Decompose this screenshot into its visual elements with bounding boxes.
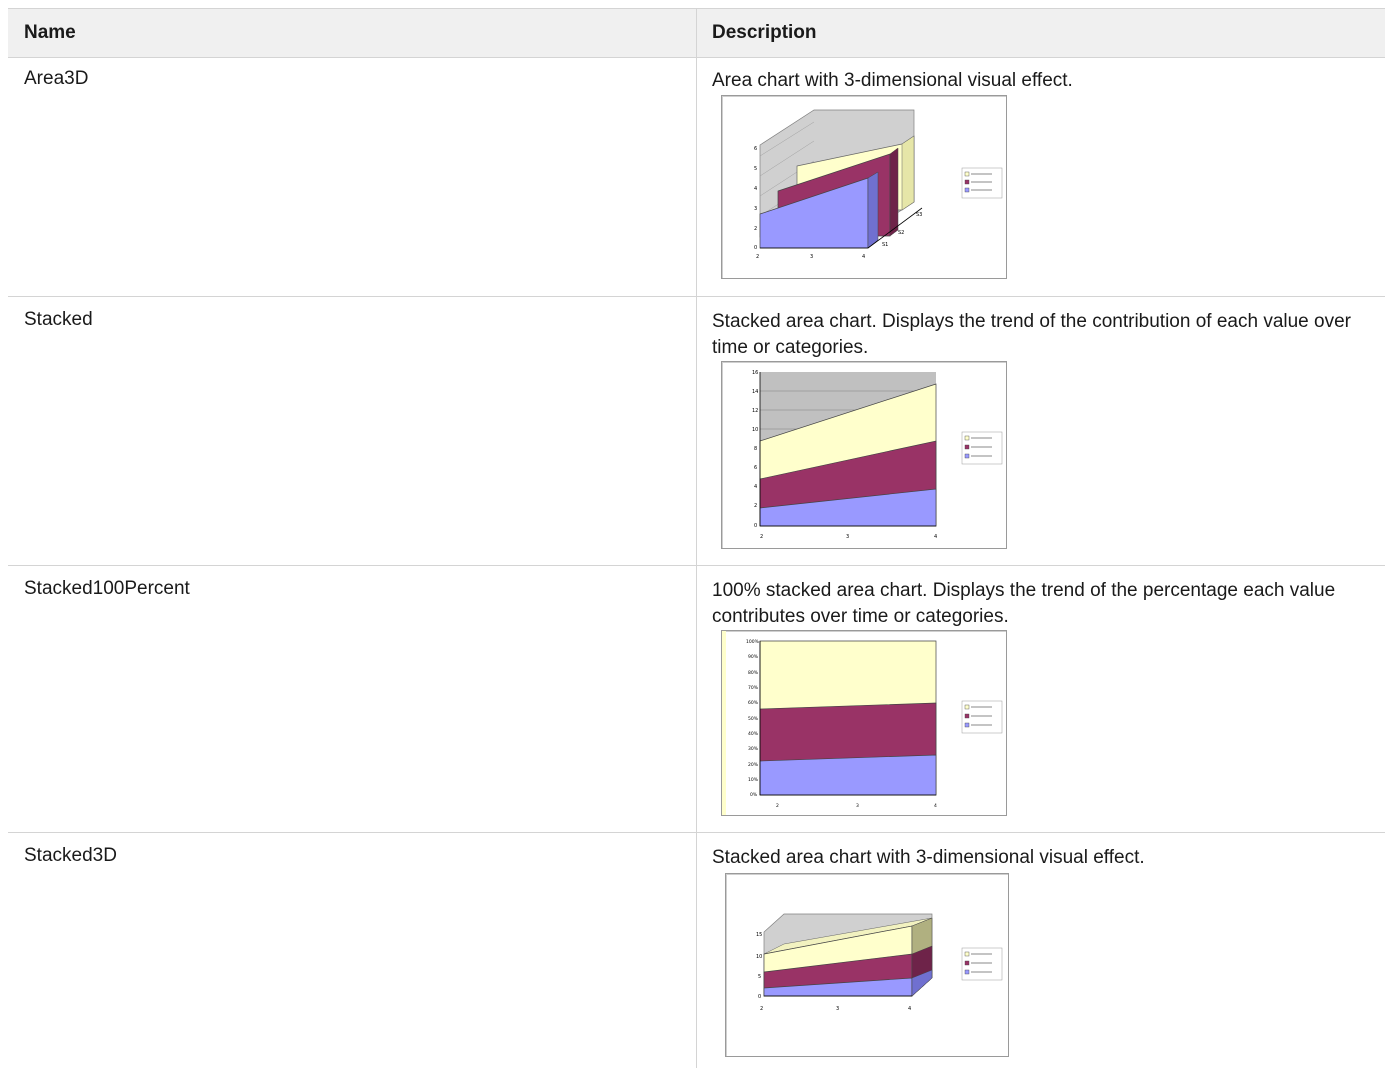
svg-text:2: 2 bbox=[776, 803, 779, 809]
stacked100percent-chart-image: 100% 90% 80% 70% 60% 50% 40% 30% 20% 10% 0% 2 3 4 bbox=[722, 631, 1003, 815]
area3d-chart-image: 6 5 4 3 2 0 2 3 4 S1 S2 S3 bbox=[754, 109, 1003, 260]
stacked3d-chart-thumbnail: 15 10 5 0 2 3 4 bbox=[725, 873, 1009, 1057]
svg-text:3: 3 bbox=[810, 254, 813, 260]
svg-text:90%: 90% bbox=[748, 654, 759, 660]
svg-text:S1: S1 bbox=[882, 242, 888, 248]
svg-text:2: 2 bbox=[756, 254, 759, 260]
svg-text:3: 3 bbox=[846, 534, 849, 540]
svg-text:4: 4 bbox=[754, 186, 757, 192]
svg-text:2: 2 bbox=[754, 503, 757, 509]
svg-text:10: 10 bbox=[752, 427, 758, 433]
svg-text:16: 16 bbox=[752, 370, 758, 376]
svg-text:40%: 40% bbox=[748, 731, 759, 737]
row-name: Stacked100Percent bbox=[24, 578, 190, 599]
svg-text:3: 3 bbox=[856, 803, 859, 809]
column-divider bbox=[696, 8, 697, 1068]
svg-text:30%: 30% bbox=[748, 746, 759, 752]
svg-text:4: 4 bbox=[862, 254, 865, 260]
svg-text:8: 8 bbox=[754, 446, 757, 452]
table-row-stacked100percent: Stacked100Percent 100% stacked area char… bbox=[8, 566, 1385, 833]
svg-text:0: 0 bbox=[758, 994, 761, 1000]
svg-text:0%: 0% bbox=[750, 792, 758, 798]
svg-text:20%: 20% bbox=[748, 762, 759, 768]
svg-text:4: 4 bbox=[934, 534, 937, 540]
svg-text:10%: 10% bbox=[748, 777, 759, 783]
svg-text:60%: 60% bbox=[748, 700, 759, 706]
chart-types-table: Name Description Area3D Area chart with … bbox=[8, 8, 1385, 1068]
row-name: Stacked3D bbox=[24, 845, 117, 866]
svg-text:70%: 70% bbox=[748, 685, 759, 691]
svg-text:4: 4 bbox=[908, 1006, 911, 1012]
svg-text:50%: 50% bbox=[748, 716, 759, 722]
svg-text:3: 3 bbox=[754, 206, 757, 212]
svg-text:4: 4 bbox=[934, 803, 937, 809]
svg-text:0: 0 bbox=[754, 523, 757, 529]
svg-text:2: 2 bbox=[760, 1006, 763, 1012]
svg-text:5: 5 bbox=[754, 166, 757, 172]
area3d-chart-thumbnail: 6 5 4 3 2 0 2 3 4 S1 S2 S3 bbox=[721, 95, 1007, 279]
table-row-stacked: Stacked Stacked area chart. Displays the… bbox=[8, 297, 1385, 566]
table-row-area3d: Area3D Area chart with 3-dimensional vis… bbox=[8, 56, 1385, 297]
svg-text:S3: S3 bbox=[916, 212, 922, 218]
row-name: Area3D bbox=[24, 68, 89, 89]
stacked100percent-chart-thumbnail: 100% 90% 80% 70% 60% 50% 40% 30% 20% 10% 0% 2 3 4 bbox=[721, 630, 1007, 816]
svg-text:2: 2 bbox=[754, 226, 757, 232]
svg-text:0: 0 bbox=[754, 245, 757, 251]
row-description: Area chart with 3-dimensional visual eff… bbox=[712, 70, 1073, 91]
svg-text:5: 5 bbox=[758, 974, 761, 980]
stacked3d-chart-image: 15 10 5 0 2 3 4 bbox=[756, 913, 1003, 1012]
svg-text:S2: S2 bbox=[898, 230, 904, 236]
svg-text:3: 3 bbox=[836, 1006, 839, 1012]
svg-text:14: 14 bbox=[752, 389, 758, 395]
svg-text:2: 2 bbox=[760, 534, 763, 540]
svg-text:10: 10 bbox=[756, 954, 762, 960]
header-name: Name bbox=[24, 22, 76, 43]
row-name: Stacked bbox=[24, 309, 93, 330]
svg-text:4: 4 bbox=[754, 484, 757, 490]
row-description: Stacked area chart. Displays the trend o… bbox=[712, 311, 1351, 358]
svg-text:80%: 80% bbox=[748, 670, 759, 676]
row-description: 100% stacked area chart. Displays the tr… bbox=[712, 580, 1336, 627]
header-description: Description bbox=[712, 22, 817, 43]
svg-text:15: 15 bbox=[756, 932, 762, 938]
svg-text:100%: 100% bbox=[746, 639, 760, 645]
svg-text:6: 6 bbox=[754, 146, 757, 152]
table-row-stacked3d: Stacked3D Stacked area chart with 3-dime… bbox=[8, 833, 1385, 1073]
svg-text:12: 12 bbox=[752, 408, 758, 414]
row-description: Stacked area chart with 3-dimensional vi… bbox=[712, 847, 1145, 868]
svg-text:6: 6 bbox=[754, 465, 757, 471]
